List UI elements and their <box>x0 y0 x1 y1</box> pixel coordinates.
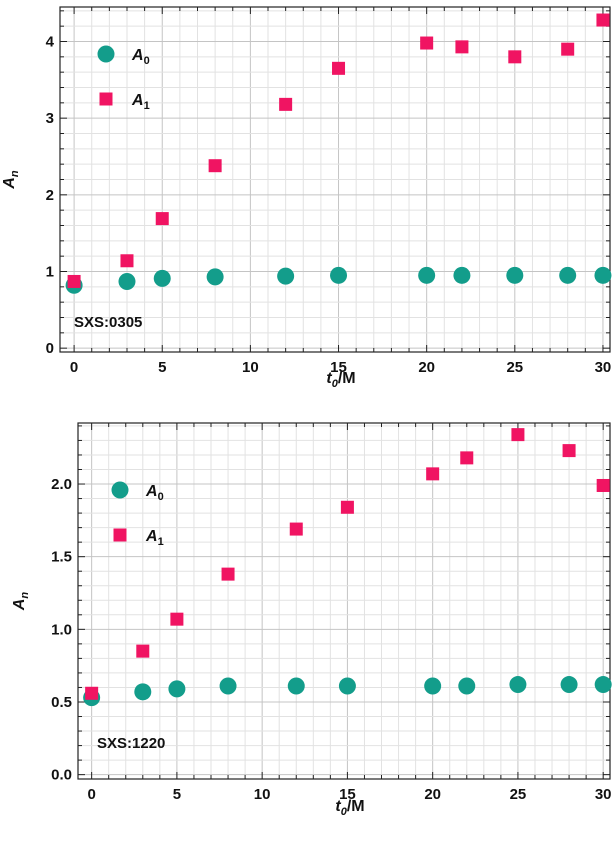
data-point-circle <box>458 677 476 695</box>
x-tick-label: 5 <box>173 786 181 803</box>
data-point-square <box>136 644 150 658</box>
x-tick-label: 0 <box>87 786 95 803</box>
series-A1 <box>85 428 610 700</box>
x-tick-label: 15 <box>339 786 356 803</box>
data-point-square <box>420 36 434 50</box>
y-tick-label: 0 <box>46 340 54 357</box>
grid <box>60 7 610 352</box>
data-point-square <box>596 478 610 492</box>
legend: A0 A1 <box>97 45 150 112</box>
data-point-circle <box>338 677 356 695</box>
x-tick-label: 10 <box>254 786 271 803</box>
y-axis-title: An <box>1 170 21 190</box>
y-tick-label: 4 <box>46 34 55 51</box>
data-point-square <box>67 274 81 288</box>
x-tick-label: 10 <box>242 359 259 376</box>
data-point-circle <box>134 683 152 701</box>
y-tick-label: 1 <box>46 264 54 281</box>
legend-label: A0 <box>145 483 164 503</box>
data-point-square <box>596 13 610 27</box>
data-point-circle <box>330 266 348 284</box>
y-tick-label: 1.5 <box>51 549 72 566</box>
data-point-square <box>340 500 354 514</box>
data-point-circle <box>594 676 612 694</box>
series-A0 <box>65 266 612 294</box>
data-point-square <box>332 61 346 75</box>
data-point-square <box>221 567 235 581</box>
data-point-circle <box>509 676 527 694</box>
data-point-square <box>208 159 222 173</box>
data-point-circle <box>219 677 237 695</box>
x-tick-label: 5 <box>158 359 166 376</box>
legend-marker-square <box>113 528 127 542</box>
data-point-square <box>561 42 575 56</box>
y-tick-label: 2 <box>46 187 54 204</box>
data-point-circle <box>424 677 442 695</box>
legend-label: A0 <box>131 47 150 67</box>
y-tick-label: 1.0 <box>51 621 72 638</box>
data-point-circle <box>453 266 471 284</box>
x-axis-title: t0/M <box>326 370 355 390</box>
data-point-square <box>120 254 134 268</box>
x-axis-title: t0/M <box>335 798 364 818</box>
legend: A0 A1 <box>111 481 164 548</box>
y-tick-label: 2.0 <box>51 476 72 493</box>
data-point-square <box>170 612 184 626</box>
y-tick-label: 3 <box>46 110 54 127</box>
data-point-circle <box>559 266 577 284</box>
data-point-circle <box>277 267 295 285</box>
legend-label: A1 <box>131 92 150 112</box>
data-point-square <box>455 40 469 54</box>
chart-panel-1: 0 5 10 15 20 25 30 0 1 2 3 4 t0/M An A0 A1 SXS:0305 <box>1 6 612 390</box>
plot-frame <box>77 422 611 780</box>
data-point-circle <box>153 269 171 287</box>
data-point-circle <box>560 676 578 694</box>
x-tick-label: 25 <box>510 786 527 803</box>
data-point-circle <box>418 266 436 284</box>
legend-marker-circle <box>111 481 129 499</box>
y-tick-label: 0.0 <box>51 767 72 784</box>
y-tick-label: 0.5 <box>51 694 72 711</box>
x-tick-label: 25 <box>506 359 523 376</box>
y-axis-title: An <box>11 592 31 612</box>
data-point-square <box>85 686 99 700</box>
data-point-square <box>289 522 303 536</box>
grid <box>78 423 610 779</box>
x-tick-label: 20 <box>418 359 435 376</box>
series-A1 <box>67 13 610 288</box>
chart-panel-2: 0 5 10 15 20 25 30 0.0 0.5 1.0 1.5 2.0 t0/M An A0 A1 SXS… <box>11 422 612 818</box>
data-point-square <box>460 451 474 465</box>
data-point-square <box>279 97 293 111</box>
simulation-label: SXS:0305 <box>74 314 142 331</box>
data-point-circle <box>594 266 612 284</box>
legend-marker-circle <box>97 45 115 63</box>
data-point-square <box>426 467 440 481</box>
x-tick-label: 30 <box>595 359 612 376</box>
data-point-circle <box>206 268 224 286</box>
simulation-label: SXS:1220 <box>97 735 165 752</box>
x-tick-label: 0 <box>70 359 78 376</box>
data-point-circle <box>506 266 524 284</box>
data-point-circle <box>118 272 136 290</box>
legend-label: A1 <box>145 528 164 548</box>
data-point-square <box>155 212 169 226</box>
data-point-circle <box>168 680 186 698</box>
series-A0 <box>83 676 612 707</box>
data-point-square <box>508 50 522 64</box>
data-point-square <box>511 428 525 442</box>
x-tick-label: 20 <box>424 786 441 803</box>
x-tick-label: 15 <box>330 359 347 376</box>
data-point-circle <box>287 677 305 695</box>
x-tick-label: 30 <box>595 786 612 803</box>
data-point-square <box>562 444 576 458</box>
legend-marker-square <box>99 92 113 106</box>
